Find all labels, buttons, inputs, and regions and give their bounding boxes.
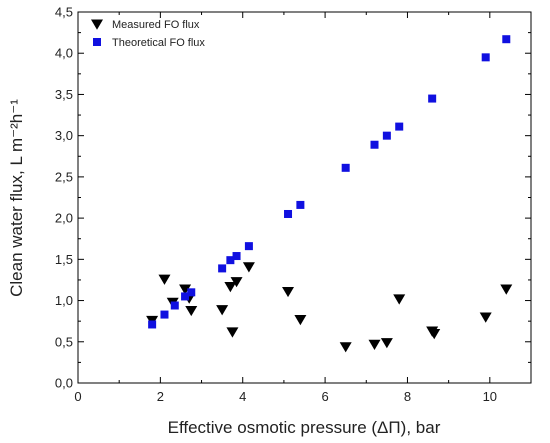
y-tick-label: 2,0 bbox=[55, 211, 73, 226]
y-tick-label: 3,0 bbox=[55, 128, 73, 143]
measured-series bbox=[146, 262, 513, 353]
data-point bbox=[382, 131, 391, 140]
data-point bbox=[479, 312, 492, 323]
theoretical-series bbox=[148, 35, 511, 329]
y-tick-label: 1,0 bbox=[55, 293, 73, 308]
x-tick-label: 0 bbox=[74, 389, 81, 404]
data-point bbox=[339, 342, 352, 353]
data-point bbox=[170, 301, 179, 310]
data-point bbox=[187, 288, 196, 297]
data-point bbox=[296, 200, 305, 209]
data-point bbox=[226, 327, 239, 338]
data-point bbox=[380, 338, 393, 349]
data-point bbox=[226, 256, 235, 265]
y-tick-label: 4,0 bbox=[55, 46, 73, 61]
data-point bbox=[230, 277, 243, 288]
data-point bbox=[481, 53, 490, 62]
data-point bbox=[370, 140, 379, 149]
data-point bbox=[244, 242, 253, 251]
legend-label: Measured FO flux bbox=[112, 19, 200, 31]
y-tick-label: 3,5 bbox=[55, 87, 73, 102]
y-axis-title: Clean water flux, L m⁻²h⁻¹ bbox=[7, 99, 26, 297]
data-point bbox=[160, 310, 169, 319]
data-point bbox=[185, 305, 198, 317]
y-tick-label: 0,0 bbox=[55, 376, 73, 391]
data-point bbox=[294, 315, 307, 326]
data-point bbox=[502, 35, 511, 44]
x-tick-label: 10 bbox=[483, 389, 497, 404]
data-point bbox=[393, 294, 406, 305]
data-point bbox=[158, 274, 171, 285]
x-tick-label: 6 bbox=[321, 389, 328, 404]
x-tick-label: 8 bbox=[404, 389, 411, 404]
legend-label: Theoretical FO flux bbox=[112, 37, 205, 49]
data-point bbox=[341, 163, 350, 172]
x-axis-ticks: 0 2 4 6 8 10 bbox=[74, 12, 497, 404]
data-point bbox=[232, 252, 241, 261]
x-tick-label: 4 bbox=[239, 389, 246, 404]
data-point bbox=[428, 94, 437, 103]
y-tick-label: 4,5 bbox=[55, 5, 73, 20]
data-point bbox=[428, 329, 441, 340]
legend-marker bbox=[93, 38, 101, 46]
data-point bbox=[395, 122, 404, 131]
x-tick-label: 2 bbox=[157, 389, 164, 404]
y-tick-label: 0,5 bbox=[55, 334, 73, 349]
data-series bbox=[146, 35, 513, 353]
data-point bbox=[216, 305, 229, 316]
data-point bbox=[218, 264, 227, 273]
x-axis-title: Effective osmotic pressure (ΔΠ), bar bbox=[168, 418, 441, 437]
y-tick-label: 2,5 bbox=[55, 169, 73, 184]
data-point bbox=[224, 282, 237, 293]
data-point bbox=[282, 286, 295, 298]
legend-marker bbox=[91, 19, 103, 30]
y-tick-label: 1,5 bbox=[55, 252, 73, 267]
data-point bbox=[148, 320, 157, 329]
data-point bbox=[500, 284, 513, 295]
legend: Measured FO flux Theoretical FO flux bbox=[91, 19, 205, 49]
data-point bbox=[284, 209, 293, 218]
data-point bbox=[179, 284, 192, 295]
y-axis-ticks: 0,0 0,5 1,0 1,5 2,0 2,5 3,0 3,5 4,0 4,5 bbox=[55, 5, 531, 391]
data-point bbox=[368, 339, 381, 350]
data-point bbox=[242, 262, 255, 273]
data-point bbox=[181, 292, 190, 301]
plot-frame bbox=[77, 11, 532, 384]
